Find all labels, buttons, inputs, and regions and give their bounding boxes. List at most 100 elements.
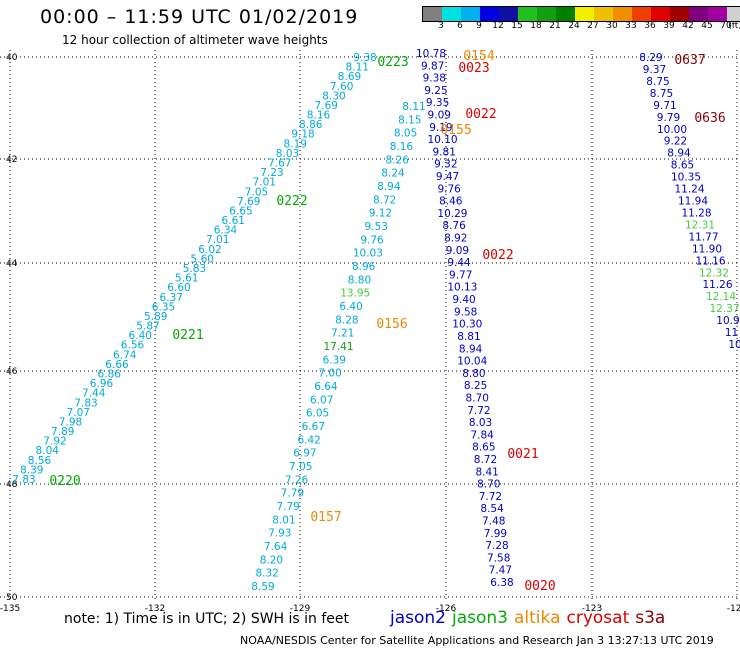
swh-value: 7.72 — [467, 405, 490, 417]
satellite-legend-jason3: jason3 — [452, 608, 508, 628]
swh-value: 8.11 — [346, 62, 369, 74]
swh-value: 8.94 — [459, 343, 483, 355]
time-tag: 0156 — [376, 317, 407, 332]
swh-value: 9.58 — [454, 306, 477, 318]
swh-value: 9.71 — [653, 100, 676, 112]
time-tag: 0157 — [310, 510, 341, 525]
swh-value: 10.30 — [452, 319, 482, 331]
swh-value: 12.32 — [699, 267, 729, 279]
x-tick-label: -123 — [582, 604, 602, 614]
y-tick-label: 40 — [6, 53, 18, 63]
colorbar-tick-label: 39 — [663, 21, 675, 31]
swh-value: 9.87 — [421, 60, 444, 72]
swh-value: 8.70 — [466, 392, 489, 404]
y-tick-label: 50 — [6, 593, 18, 603]
colorbar-unit: (ft) — [728, 21, 740, 31]
swh-value: 7.05 — [289, 461, 312, 473]
swh-value: 8.80 — [348, 274, 371, 286]
colorbar-tick-label: 27 — [587, 21, 599, 31]
colorbar-tick-label: 42 — [682, 21, 694, 31]
swh-value: 7.05 — [245, 186, 268, 198]
swh-value: 7.84 — [470, 429, 494, 441]
swh-value: 6.65 — [229, 205, 252, 217]
swh-value: 8.75 — [650, 88, 673, 100]
swh-value: 9.09 — [428, 110, 451, 122]
swh-value: 8.05 — [394, 128, 417, 140]
time-tag: 0023 — [458, 61, 489, 76]
swh-value: 6.35 — [152, 301, 175, 313]
swh-value: 5.61 — [175, 273, 198, 285]
time-tag: 0020 — [524, 579, 555, 594]
swh-value: 11.24 — [674, 184, 704, 196]
swh-value: 7.28 — [485, 540, 508, 552]
swh-value: 8.29 — [639, 52, 662, 64]
swh-value: 7.99 — [484, 528, 507, 540]
map-title: 00:00 – 11:59 UTC 01/02/2019 — [40, 6, 359, 28]
swh-value: 10.04 — [457, 356, 487, 368]
time-tag: 0154 — [463, 49, 494, 64]
swh-value: 8.28 — [335, 314, 358, 326]
swh-value: 6.66 — [105, 359, 129, 371]
swh-value: 7.44 — [82, 388, 106, 400]
satellite-legend: jason2 jason3 altika cryosat s3a — [390, 608, 671, 628]
swh-value: 10 — [728, 339, 740, 351]
colorbar-swatch — [499, 7, 518, 21]
time-tag: 0223 — [377, 55, 408, 70]
swh-value: 8.70 — [477, 479, 500, 491]
grid-lines — [0, 50, 740, 600]
swh-value: 7.07 — [67, 407, 90, 419]
swh-value: 7.92 — [43, 436, 66, 448]
swh-value: 6.37 — [160, 292, 183, 304]
colorbar-tick-label: 18 — [530, 21, 542, 31]
swh-value: 6.42 — [297, 434, 320, 446]
swh-value: 6.74 — [113, 349, 137, 361]
swh-value: 7.98 — [59, 416, 82, 428]
swh-value: 8.81 — [457, 331, 480, 343]
swh-value: 11.26 — [702, 279, 732, 291]
swh-value: 8.04 — [36, 445, 60, 457]
swh-value: 6.40 — [339, 301, 362, 313]
swh-value: 7.79 — [276, 501, 299, 513]
swh-value: 11 — [725, 327, 738, 339]
swh-value: 12.14 — [706, 291, 736, 303]
swh-value: 7.58 — [487, 552, 510, 564]
time-tag: 0222 — [276, 194, 307, 209]
swh-value: 8.94 — [667, 148, 691, 160]
swh-value: 11.77 — [688, 231, 718, 243]
colorbar-swatch — [689, 7, 708, 21]
swh-value: 10.29 — [437, 208, 467, 220]
swh-value: 8.56 — [28, 455, 52, 467]
swh-value: 8.16 — [307, 110, 331, 122]
swh-value: 6.96 — [90, 378, 114, 390]
swh-value: 8.32 — [255, 568, 278, 580]
colorbar-tick-label: 33 — [625, 21, 637, 31]
swh-value: 9.79 — [657, 112, 680, 124]
swh-value: 10.13 — [447, 282, 477, 294]
swh-value: 8.20 — [260, 554, 283, 566]
swh-value: 9.38 — [353, 52, 376, 64]
swh-value: 9.22 — [664, 136, 687, 148]
swh-value: 9.76 — [360, 234, 384, 246]
swh-value: 8.69 — [338, 71, 361, 83]
colorbar-swatch — [594, 7, 613, 21]
swh-value: 8.96 — [352, 261, 376, 273]
swh-value: 6.97 — [293, 448, 316, 460]
swh-value: 6.86 — [98, 369, 122, 381]
time-tag: 0022 — [482, 248, 513, 263]
time-tag: 0022 — [465, 107, 496, 122]
colorbar-tick-label: 12 — [492, 21, 504, 31]
colorbar-swatch — [727, 7, 740, 21]
colorbar-swatch — [537, 7, 556, 21]
swh-value: 10.03 — [353, 248, 383, 260]
swh-value: 6.07 — [310, 394, 333, 406]
x-tick-label: -129 — [290, 604, 311, 614]
y-tick-label: 48 — [6, 480, 18, 490]
swh-value: 7.23 — [260, 167, 283, 179]
swh-value: 9.53 — [365, 221, 388, 233]
credit-line: NOAA/NESDIS Center for Satellite Applica… — [240, 634, 714, 647]
swh-value: 7.00 — [318, 368, 341, 380]
swh-value: 7.01 — [253, 177, 276, 189]
time-tag: 0021 — [507, 447, 538, 462]
x-tick-label: -132 — [145, 604, 165, 614]
